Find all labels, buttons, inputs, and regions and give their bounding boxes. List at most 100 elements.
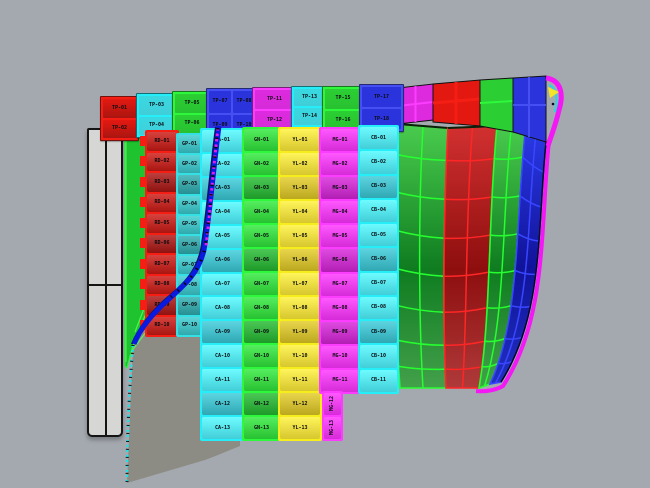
panel-cell[interactable]: TP-16 bbox=[325, 110, 361, 130]
panel-cell[interactable]: CB-02 bbox=[360, 151, 397, 174]
panel-cell[interactable]: CA-10 bbox=[202, 345, 243, 368]
panel-column-cyan-a[interactable]: CA-01 CA-02 CA-03 CA-04 CA-05 CA-06 CA-07 CA-08… bbox=[200, 128, 245, 441]
panel-cell[interactable]: MG-10 bbox=[321, 345, 359, 368]
panel-cell[interactable]: RD-10 bbox=[140, 316, 177, 335]
panel-column-red[interactable]: RD-01 RD-02 RD-03 RD-04 RD-05 RD-06 RD-07 RD-08… bbox=[140, 130, 179, 337]
panel-cell[interactable]: GN-10 bbox=[244, 345, 279, 367]
panel-cell[interactable]: GP-04 bbox=[178, 195, 201, 214]
panel-cell[interactable]: GP-01 bbox=[178, 135, 201, 154]
panel-cell[interactable]: GP-03 bbox=[178, 175, 201, 194]
panel-cell[interactable]: GN-12 bbox=[244, 393, 279, 415]
panel-cell[interactable]: TP-18 bbox=[362, 109, 401, 129]
panel-cell[interactable]: CA-13 bbox=[202, 417, 243, 439]
panel-cell[interactable]: GP-08 bbox=[178, 276, 201, 295]
panel-cell[interactable]: YL-12 bbox=[280, 393, 320, 415]
panel-column-magenta[interactable]: MG-01 MG-02 MG-03 MG-04 MG-05 MG-06 MG-07 MG-08… bbox=[319, 127, 361, 394]
panel-cell[interactable]: GP-09 bbox=[178, 296, 201, 315]
panel-cell[interactable]: YL-08 bbox=[280, 297, 320, 319]
panel-cell[interactable]: RD-08 bbox=[140, 275, 177, 294]
panel-cell[interactable]: YL-03 bbox=[280, 177, 320, 199]
panel-cell[interactable]: CB-03 bbox=[360, 175, 397, 198]
panel-cell[interactable]: GN-05 bbox=[244, 225, 279, 247]
panel-cell[interactable]: GN-04 bbox=[244, 201, 279, 223]
edge-curve-stippled[interactable] bbox=[125, 344, 135, 484]
panel-cell[interactable]: CA-08 bbox=[202, 297, 243, 320]
panel-cell[interactable]: MG-02 bbox=[321, 153, 359, 176]
panel-cell[interactable]: RD-05 bbox=[140, 214, 177, 233]
panel-cell[interactable]: CA-03 bbox=[202, 177, 243, 200]
panel-cell[interactable]: TP-17 bbox=[362, 87, 401, 107]
panel-cell[interactable]: GN-13 bbox=[244, 417, 279, 439]
panel-cell[interactable]: GN-06 bbox=[244, 249, 279, 271]
panel-cell[interactable]: RD-04 bbox=[140, 193, 177, 212]
top-panel-box-7[interactable]: TP-15 TP-16 bbox=[322, 86, 364, 133]
panel-cell[interactable]: GN-02 bbox=[244, 153, 279, 175]
panel-cell[interactable]: YL-06 bbox=[280, 249, 320, 271]
panel-column-teal[interactable]: GP-01 GP-02 GP-03 GP-04 GP-05 GP-06 GP-07 GP-08… bbox=[176, 133, 203, 337]
panel-cell[interactable]: CB-09 bbox=[360, 321, 397, 344]
panel-cell[interactable]: TP-08 bbox=[233, 91, 255, 113]
flat-plank-pair[interactable] bbox=[87, 128, 123, 437]
panel-cell[interactable]: GN-09 bbox=[244, 321, 279, 343]
panel-cell[interactable]: TP-12 bbox=[255, 111, 294, 130]
panel-cell[interactable]: CB-08 bbox=[360, 296, 397, 320]
panel-cell[interactable]: RD-02 bbox=[140, 152, 177, 171]
panel-cell[interactable]: MG-13 bbox=[324, 417, 341, 439]
panel-cell[interactable]: RD-06 bbox=[140, 234, 177, 253]
panel-cell[interactable]: CB-01 bbox=[360, 127, 397, 150]
panel-cell[interactable]: CA-02 bbox=[202, 153, 243, 176]
panel-cell[interactable]: GP-02 bbox=[178, 155, 201, 174]
panel-cell[interactable]: YL-05 bbox=[280, 225, 320, 247]
panel-cell[interactable]: CA-01 bbox=[202, 130, 243, 152]
top-panel-box-1[interactable]: TP-01 TP-02 bbox=[100, 96, 139, 141]
panel-cell[interactable]: YL-09 bbox=[280, 321, 320, 343]
panel-cell[interactable]: TP-02 bbox=[103, 119, 136, 138]
panel-cell[interactable]: TP-15 bbox=[325, 89, 361, 109]
panel-cell[interactable]: MG-12 bbox=[324, 393, 341, 415]
panel-cell[interactable]: TP-03 bbox=[139, 96, 174, 115]
panel-cell[interactable]: GN-07 bbox=[244, 273, 279, 295]
panel-cell[interactable]: TP-14 bbox=[294, 108, 325, 125]
panel-cell[interactable]: CB-11 bbox=[360, 369, 397, 392]
panel-column-green[interactable]: GN-01 GN-02 GN-03 GN-04 GN-05 GN-06 GN-07 GN-08… bbox=[242, 127, 281, 441]
panel-cell[interactable]: CA-07 bbox=[202, 273, 243, 296]
panel-cell[interactable]: MG-04 bbox=[321, 201, 359, 224]
panel-cell[interactable]: YL-07 bbox=[280, 273, 320, 295]
panel-cell[interactable]: MG-08 bbox=[321, 297, 359, 320]
panel-cell[interactable]: CA-04 bbox=[202, 201, 243, 224]
top-panel-box-6[interactable]: TP-13 TP-14 bbox=[291, 86, 328, 128]
panel-column-magenta-tail[interactable]: MG-12 MG-13 bbox=[322, 391, 343, 441]
panel-cell[interactable]: TP-07 bbox=[209, 91, 231, 113]
panel-cell[interactable]: MG-07 bbox=[321, 273, 359, 296]
panel-cell[interactable]: CB-06 bbox=[360, 248, 397, 271]
panel-cell[interactable]: TP-05 bbox=[175, 94, 209, 113]
panel-cell[interactable]: CA-09 bbox=[202, 321, 243, 344]
panel-cell[interactable]: CA-06 bbox=[202, 249, 243, 272]
panel-cell[interactable]: RD-03 bbox=[140, 173, 177, 192]
rim-curl[interactable] bbox=[545, 75, 564, 147]
panel-cell[interactable]: MG-03 bbox=[321, 177, 359, 200]
panel-cell[interactable]: CA-05 bbox=[202, 225, 243, 248]
panel-cell[interactable]: CB-05 bbox=[360, 224, 397, 247]
panel-cell[interactable]: GP-10 bbox=[178, 316, 201, 336]
panel-column-yellow[interactable]: YL-01 YL-02 YL-03 YL-04 YL-05 YL-06 YL-07 YL-08… bbox=[278, 127, 322, 441]
panel-cell[interactable]: TP-01 bbox=[103, 99, 136, 118]
panel-column-cyan-b[interactable]: CB-01 CB-02 CB-03 CB-04 CB-05 CB-06 CB-07 CB-08… bbox=[358, 125, 399, 394]
hull-rim-magenta[interactable] bbox=[475, 139, 551, 394]
panel-cell[interactable]: YL-02 bbox=[280, 153, 320, 175]
panel-cell[interactable]: MG-06 bbox=[321, 249, 359, 272]
panel-cell[interactable]: CB-10 bbox=[360, 345, 397, 368]
panel-cell[interactable]: CA-11 bbox=[202, 369, 243, 392]
panel-cell[interactable]: GN-11 bbox=[244, 369, 279, 391]
panel-cell[interactable]: YL-13 bbox=[280, 417, 320, 439]
panel-cell[interactable]: MG-11 bbox=[321, 369, 359, 393]
panel-cell[interactable]: GN-08 bbox=[244, 297, 279, 319]
panel-cell[interactable]: GP-05 bbox=[178, 215, 201, 235]
panel-cell[interactable]: RD-09 bbox=[140, 296, 177, 315]
panel-cell[interactable]: CA-12 bbox=[202, 393, 243, 416]
top-panel-box-8[interactable]: TP-17 TP-18 bbox=[359, 84, 404, 132]
panel-cell[interactable]: GP-06 bbox=[178, 236, 201, 255]
panel-cell[interactable]: GP-07 bbox=[178, 256, 201, 275]
panel-cell[interactable]: GN-01 bbox=[244, 129, 279, 151]
